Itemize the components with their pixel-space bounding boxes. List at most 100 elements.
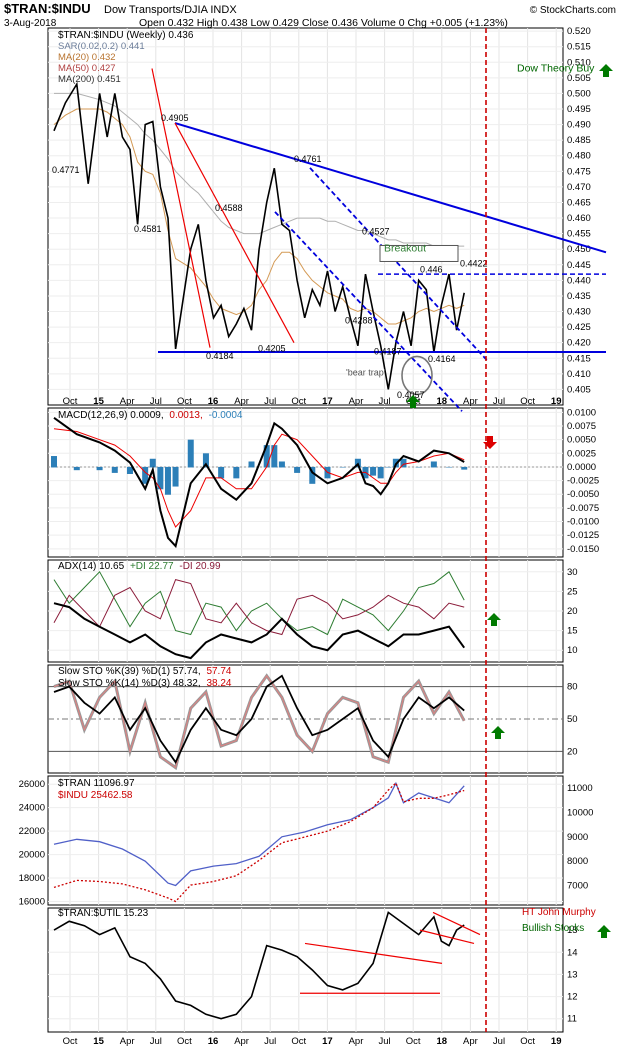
price-annotation-2: 0.4581 [134,224,162,234]
comp-yright-tick-3: 10000 [567,808,593,819]
adx-title: ADX(14) 10.65 +DI 22.77 -DI 20.99 [58,561,221,572]
util-y-tick-3: 14 [567,947,578,958]
price-annotation-1: 0.4905 [161,113,189,123]
macd-hist-bar-11 [202,453,209,468]
macd-hist-bar-0 [51,456,57,468]
indu-line [53,781,465,903]
macd-hist-bar-9 [172,466,179,487]
adx-title-mdi: -DI 20.99 [179,561,221,572]
sto-title-2-d: 38.24 [206,678,231,689]
price-y-tick-4: 0.425 [567,322,591,333]
legend-tran: $TRAN 11096.97 [58,778,135,789]
price-y-tick-2: 0.415 [567,353,591,364]
macd-y-tick-4: 0.0000 [567,462,596,473]
util-x-tick-2: Apr [120,1036,135,1047]
adx-title-pdi: +DI 22.77 [130,561,174,572]
price-x-tick-9: 17 [322,396,333,407]
util-annotation-bullish: Bullish Stocks [522,923,584,934]
adx-y-tick-1: 15 [567,626,578,637]
price-x-tick-11: Jul [379,396,391,407]
macd-down-arrow [483,436,497,449]
macd-hist-bar-3 [111,466,118,473]
price-y-tick-21: 0.510 [567,57,591,68]
adx-y-tick-0: 10 [567,645,578,656]
macd-y-tick-7: -0.0075 [567,503,599,514]
macd-hist-bar-10 [187,439,194,468]
sto-title-1: Slow STO %K(39) %D(1) 57.74, 57.74 [58,666,232,677]
price-x-tick-5: 16 [208,396,219,407]
macd-hist-bar-5 [142,466,149,484]
util-x-tick-1: 15 [93,1036,104,1047]
price-y-tick-16: 0.485 [567,135,591,146]
chart-date: 3-Aug-2018 [4,18,57,29]
macd-hist-bar-4 [126,466,133,474]
price-annotation-9: 0.4187 [374,347,402,357]
macd-panel-frame [47,407,564,558]
red-channel-left [151,68,211,348]
util-x-tick-15: Jul [493,1036,505,1047]
macd-title-signal: 0.0013, [169,410,202,421]
macd-y-tick-3: 0.0025 [567,448,596,459]
util-x-tick-14: Apr [463,1036,478,1047]
bear-trap-circle [401,355,433,396]
util-x-tick-8: Oct [291,1036,306,1047]
util-x-tick-16: Oct [520,1036,535,1047]
ma20-line [53,108,465,325]
price-annotation-13: 0.4164 [428,354,456,364]
util-flag-lower-red [419,929,475,945]
macd-hist-bar-14 [248,461,255,468]
price-y-tick-1: 0.410 [567,369,591,380]
macd-y-tick-8: -0.0100 [567,517,599,528]
channel-upper-dashed [309,167,489,362]
util-downtrend-red [304,942,443,964]
legend-ma200: MA(200) 0.451 [58,74,121,85]
util-x-tick-5: 16 [208,1036,219,1047]
adx-line [53,602,466,660]
macd-hist-bar-1 [73,466,80,471]
tran-util-line [53,911,465,1020]
macd-hist-bar-2 [96,466,103,471]
price-x-tick-8: Oct [291,396,306,407]
price-y-tick-13: 0.470 [567,182,591,193]
chart-symbol: $TRAN:$INDU [4,1,91,16]
legend-ma20: MA(20) 0.432 [58,52,116,63]
comp-panel-frame [47,775,564,906]
macd-title: MACD(12,26,9) 0.0009, 0.0013, -0.0004 [58,410,243,421]
price-x-tick-14: Apr [463,396,478,407]
util-x-tick-12: Oct [406,1036,421,1047]
macd-hist-bar-31 [446,466,453,468]
red-channel-right [174,122,295,343]
macd-hist-bar-13 [233,466,240,479]
price-annotation-5: 0.4205 [258,343,286,353]
sto-d3-line [53,674,465,769]
adx-y-tick-4: 30 [567,567,578,578]
util-y-tick-0: 11 [567,1014,577,1025]
macd-y-tick-0: 0.0100 [567,407,596,418]
tran-line [53,781,465,887]
util-x-tick-13: 18 [437,1036,448,1047]
util-y-tick-2: 13 [567,969,578,980]
util-x-tick-3: Jul [150,1036,162,1047]
macd-y-tick-1: 0.0075 [567,421,596,432]
comp-yleft-tick-1: 18000 [19,873,45,884]
price-y-tick-10: 0.455 [567,229,591,240]
price-annotation-8: 0.4288 [345,315,373,325]
price-y-tick-23: 0.520 [567,26,591,37]
adx-minus-di-line [53,579,465,636]
macd-y-tick-5: -0.0025 [567,476,599,487]
price-annotation-3: 0.4588 [215,203,243,213]
comp-yleft-tick-0: 16000 [19,896,45,907]
macd-y-tick-9: -0.0125 [567,530,599,541]
comp-yright-tick-0: 7000 [567,881,588,892]
util-y-tick-1: 12 [567,992,578,1003]
adx-up-arrow [487,613,501,626]
dow-theory-up-arrow [599,64,613,77]
downtrend-line-blue [174,122,607,254]
adx-plus-di-line [53,570,465,636]
macd-hist-bar-6 [149,458,156,468]
price-y-tick-9: 0.450 [567,244,591,255]
price-y-tick-17: 0.490 [567,120,591,131]
price-x-tick-16: Oct [520,396,535,407]
util-annotation-murphy: HT John Murphy [522,907,596,918]
comp-yleft-tick-3: 22000 [19,826,45,837]
